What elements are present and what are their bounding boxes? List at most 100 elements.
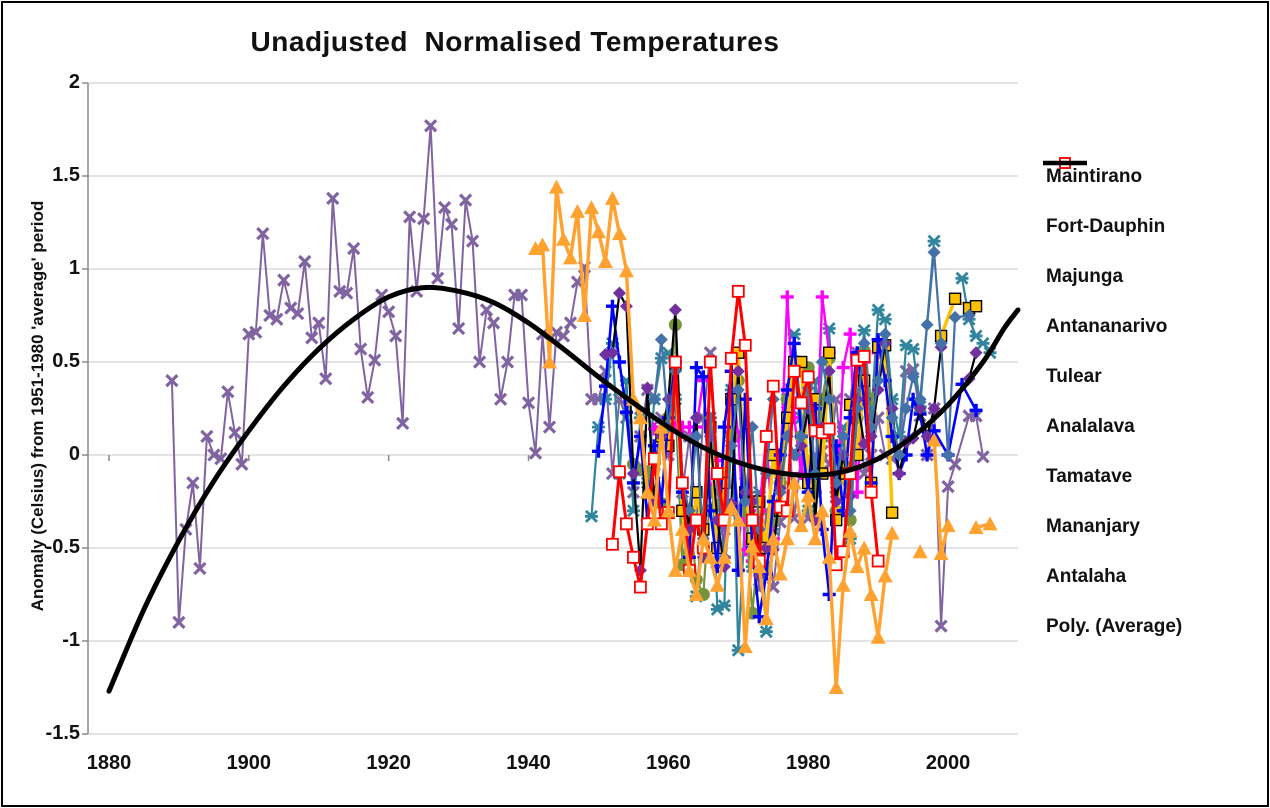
series-tulear-marker [871, 303, 885, 317]
series-antalaha-marker [780, 504, 794, 518]
series-antananarivo-marker [298, 254, 312, 269]
series-maintirano-marker [836, 429, 850, 443]
series-antananarivo-marker [207, 448, 221, 462]
series-antananarivo-marker [528, 446, 543, 460]
legend-item-fort-dauphin: Fort-Dauphin [1042, 157, 1182, 252]
y-tick-label-0: 0 [68, 443, 80, 465]
series-tulear-marker [598, 392, 612, 406]
series-average-marker [681, 562, 697, 577]
series-average-marker [940, 518, 956, 533]
series-average-marker [828, 680, 844, 694]
legend-item-majunga: Majunga [1042, 157, 1182, 302]
series-antananarivo-marker [256, 227, 270, 241]
series-average-marker [604, 190, 620, 205]
series-antananarivo-marker [465, 234, 480, 248]
series-antananarivo-marker [347, 241, 361, 256]
series-average-marker [807, 531, 823, 546]
series-average-line [533, 185, 894, 690]
series-maintirano-marker [941, 448, 955, 462]
legend-label: Tulear [1046, 366, 1102, 387]
series-antananarivo-marker [556, 329, 571, 343]
chart-legend: Maintirano Fort-Dauphin Majunga Antananariv… [1042, 152, 1182, 652]
series-antananarivo-marker [934, 619, 948, 633]
x-tick-label-2000: 2000 [925, 752, 971, 774]
series-antananarivo-marker [326, 191, 340, 205]
y-tick-label--1: -1 [62, 629, 80, 651]
series-antananarivo-marker [235, 457, 249, 471]
series-average-marker [968, 520, 984, 535]
series-antalaha-marker [668, 355, 682, 369]
series-maintirano-marker [962, 309, 976, 322]
series-antananarivo-marker [228, 426, 242, 440]
series-average-marker [856, 540, 872, 555]
series-maintirano-marker [731, 383, 745, 397]
series-antananarivo-marker [382, 305, 396, 319]
series-average-marker [723, 499, 739, 514]
y-tick-label-2: 2 [68, 71, 80, 93]
series-average-marker [618, 263, 634, 278]
series-maintirano-marker [871, 374, 885, 388]
series-antananarivo-marker [165, 373, 179, 388]
series-antalaha-marker [703, 355, 717, 369]
series-antalaha-marker [787, 364, 801, 378]
series-tamatave-marker [927, 402, 941, 415]
series-average-marker [555, 231, 571, 246]
series-antananarivo-marker [172, 615, 186, 630]
series-average-marker [982, 516, 998, 531]
series-antananarivo-marker [941, 479, 955, 494]
y-tick-label--0.5: -0.5 [45, 536, 80, 558]
series-antananarivo-marker [437, 200, 452, 215]
series-tamatave-marker [731, 364, 745, 378]
series-tamatave-marker [605, 346, 619, 360]
series-antalaha-marker [613, 465, 626, 479]
series-antananarivo-marker [368, 353, 382, 367]
series-average-marker [751, 559, 767, 574]
series-antananarivo-marker [396, 416, 410, 431]
series-antananarivo-marker [186, 476, 200, 490]
series-majunga-marker [605, 299, 619, 313]
series-fort-dauphin-marker [948, 292, 962, 305]
series-antalaha-marker [801, 370, 815, 384]
series-tulear-marker [759, 625, 773, 639]
series-antananarivo-marker [354, 342, 368, 356]
series-antananarivo-marker [976, 450, 990, 464]
legend-item-tamatave: Tamatave [1042, 157, 1182, 502]
series-maintirano-marker [647, 392, 661, 406]
series-tamatave-marker [668, 303, 682, 317]
series-antalaha-marker [627, 550, 640, 564]
series-fort-dauphin-marker [969, 300, 983, 313]
series-tamatave-marker [969, 346, 983, 360]
series-average-marker [772, 566, 788, 581]
series-antalaha-marker [710, 467, 724, 481]
series-tulear-marker [717, 599, 731, 613]
series-majunga-marker [829, 439, 843, 453]
series-maintirano-marker [878, 327, 892, 341]
series-antananarivo-marker [486, 316, 501, 330]
series-average-marker [912, 544, 928, 559]
series-majunga-marker [780, 383, 794, 397]
series-tulear-marker [955, 271, 969, 285]
series-average-marker [667, 562, 683, 577]
series-tulear-marker [927, 234, 941, 248]
series-majunga-marker [920, 448, 934, 462]
series-fort-dauphin-marker [823, 346, 836, 359]
series-tulear-marker [857, 323, 871, 337]
series-analalava-marker [815, 290, 829, 304]
series-antalaha-marker [738, 338, 752, 352]
series-average-marker [814, 503, 830, 518]
series-antananarivo-marker [472, 355, 487, 369]
series-maintirano-marker [913, 392, 927, 406]
series-average-marker [884, 525, 900, 540]
series-antananarivo-marker [563, 316, 578, 330]
series-antananarivo-marker [389, 329, 403, 343]
series-average-marker [535, 237, 551, 252]
series-average-marker [849, 559, 865, 574]
series-average-marker [674, 521, 690, 536]
legend-label: Analalava [1046, 416, 1135, 437]
series-tulear-marker [878, 312, 892, 326]
legend-marker-none-icon [1043, 160, 1087, 166]
series-maintirano-marker [948, 310, 962, 324]
legend-item-antalaha: Antalaha [1042, 157, 1182, 602]
series-antananarivo-marker [514, 288, 529, 302]
series-average-marker [660, 503, 676, 518]
